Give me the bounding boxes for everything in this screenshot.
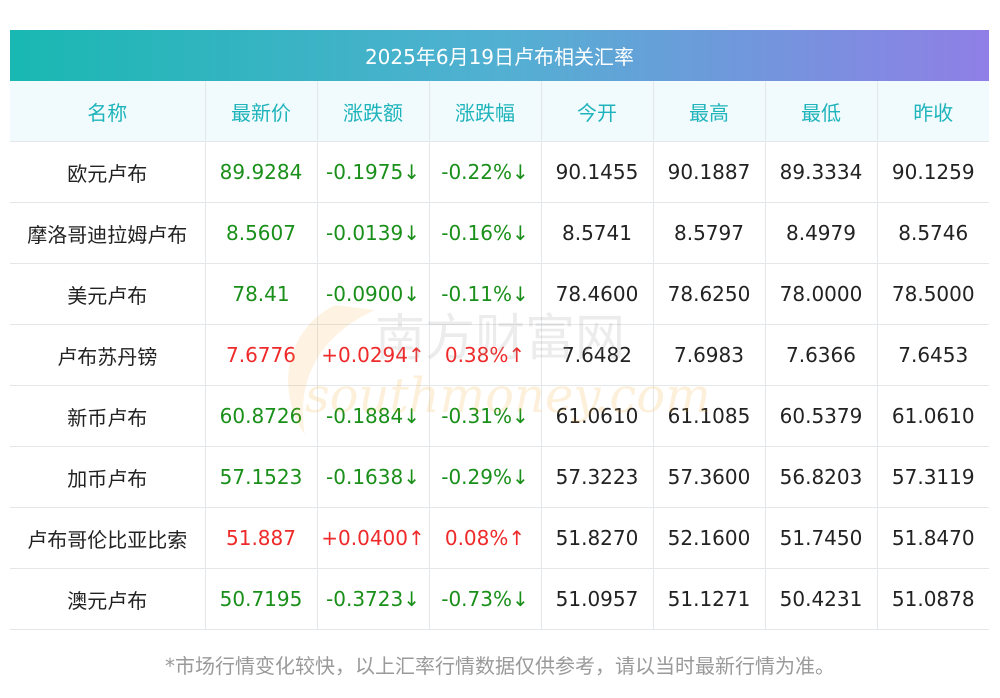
cell-change: -0.0900↓ xyxy=(317,263,430,325)
header-change: 涨跌额 xyxy=(317,81,430,142)
header-prev-close: 昨收 xyxy=(877,81,989,142)
table-row: 澳元卢布 50.7195 -0.3723↓ -0.73%↓ 51.0957 51… xyxy=(10,568,989,630)
table-header-row: 名称 最新价 涨跌额 涨跌幅 今开 最高 最低 昨收 xyxy=(10,81,989,142)
header-change-pct: 涨跌幅 xyxy=(429,81,542,142)
table-row: 新币卢布 60.8726 -0.1884↓ -0.31%↓ 61.0610 61… xyxy=(10,385,989,447)
cell-latest: 57.1523 xyxy=(205,446,318,508)
cell-open: 51.8270 xyxy=(541,507,654,569)
cell-change: -0.1884↓ xyxy=(317,385,430,447)
table-title: 2025年6月19日卢布相关汇率 xyxy=(10,30,989,81)
cell-low: 51.7450 xyxy=(765,507,878,569)
cell-latest: 78.41 xyxy=(205,263,318,325)
table-row: 摩洛哥迪拉姆卢布 8.5607 -0.0139↓ -0.16%↓ 8.5741 … xyxy=(10,202,989,264)
cell-prev-close: 51.8470 xyxy=(877,507,989,569)
cell-low: 50.4231 xyxy=(765,568,878,630)
cell-change: -0.0139↓ xyxy=(317,202,430,264)
cell-latest: 60.8726 xyxy=(205,385,318,447)
cell-high: 61.1085 xyxy=(653,385,766,447)
cell-low: 78.0000 xyxy=(765,263,878,325)
header-name: 名称 xyxy=(10,81,206,142)
cell-change-pct: -0.29%↓ xyxy=(429,446,542,508)
cell-name: 新币卢布 xyxy=(10,385,206,447)
cell-prev-close: 61.0610 xyxy=(877,385,989,447)
cell-change: +0.0294↑ xyxy=(317,324,430,386)
cell-name: 卢布苏丹镑 xyxy=(10,324,206,386)
cell-change-pct: -0.11%↓ xyxy=(429,263,542,325)
table-row: 欧元卢布 89.9284 -0.1975↓ -0.22%↓ 90.1455 90… xyxy=(10,141,989,203)
cell-latest: 51.887 xyxy=(205,507,318,569)
header-low: 最低 xyxy=(765,81,878,142)
cell-low: 56.8203 xyxy=(765,446,878,508)
cell-change-pct: -0.73%↓ xyxy=(429,568,542,630)
cell-low: 60.5379 xyxy=(765,385,878,447)
cell-name: 加币卢布 xyxy=(10,446,206,508)
cell-latest: 89.9284 xyxy=(205,141,318,203)
cell-high: 8.5797 xyxy=(653,202,766,264)
exchange-rate-table: 名称 最新价 涨跌额 涨跌幅 今开 最高 最低 昨收 欧元卢布 89.9284 … xyxy=(10,81,989,630)
table-row: 卢布哥伦比亚比索 51.887 +0.0400↑ 0.08%↑ 51.8270 … xyxy=(10,507,989,569)
cell-low: 7.6366 xyxy=(765,324,878,386)
cell-change-pct: -0.31%↓ xyxy=(429,385,542,447)
cell-low: 8.4979 xyxy=(765,202,878,264)
cell-latest: 7.6776 xyxy=(205,324,318,386)
cell-latest: 8.5607 xyxy=(205,202,318,264)
cell-prev-close: 90.1259 xyxy=(877,141,989,203)
cell-latest: 50.7195 xyxy=(205,568,318,630)
cell-open: 61.0610 xyxy=(541,385,654,447)
cell-name: 澳元卢布 xyxy=(10,568,206,630)
cell-name: 摩洛哥迪拉姆卢布 xyxy=(10,202,206,264)
cell-open: 51.0957 xyxy=(541,568,654,630)
cell-change: -0.3723↓ xyxy=(317,568,430,630)
cell-change: -0.1975↓ xyxy=(317,141,430,203)
rate-table-container: 2025年6月19日卢布相关汇率 名称 最新价 涨跌额 涨跌幅 今开 最高 最低… xyxy=(10,30,989,630)
cell-name: 卢布哥伦比亚比索 xyxy=(10,507,206,569)
header-high: 最高 xyxy=(653,81,766,142)
cell-change-pct: 0.08%↑ xyxy=(429,507,542,569)
cell-low: 89.3334 xyxy=(765,141,878,203)
cell-change-pct: -0.16%↓ xyxy=(429,202,542,264)
cell-prev-close: 57.3119 xyxy=(877,446,989,508)
cell-prev-close: 78.5000 xyxy=(877,263,989,325)
cell-name: 美元卢布 xyxy=(10,263,206,325)
cell-open: 57.3223 xyxy=(541,446,654,508)
cell-change: +0.0400↑ xyxy=(317,507,430,569)
cell-high: 52.1600 xyxy=(653,507,766,569)
cell-name: 欧元卢布 xyxy=(10,141,206,203)
cell-high: 57.3600 xyxy=(653,446,766,508)
header-open: 今开 xyxy=(541,81,654,142)
cell-high: 7.6983 xyxy=(653,324,766,386)
cell-high: 90.1887 xyxy=(653,141,766,203)
cell-prev-close: 51.0878 xyxy=(877,568,989,630)
cell-change-pct: -0.22%↓ xyxy=(429,141,542,203)
table-row: 美元卢布 78.41 -0.0900↓ -0.11%↓ 78.4600 78.6… xyxy=(10,263,989,325)
cell-change: -0.1638↓ xyxy=(317,446,430,508)
cell-high: 78.6250 xyxy=(653,263,766,325)
table-row: 卢布苏丹镑 7.6776 +0.0294↑ 0.38%↑ 7.6482 7.69… xyxy=(10,324,989,386)
disclaimer-footnote: *市场行情变化较快，以上汇率行情数据仅供参考，请以当时最新行情为准。 xyxy=(165,654,835,678)
cell-change-pct: 0.38%↑ xyxy=(429,324,542,386)
cell-prev-close: 7.6453 xyxy=(877,324,989,386)
cell-high: 51.1271 xyxy=(653,568,766,630)
header-latest: 最新价 xyxy=(205,81,318,142)
cell-prev-close: 8.5746 xyxy=(877,202,989,264)
table-title-text: 2025年6月19日卢布相关汇率 xyxy=(364,45,635,69)
cell-open: 7.6482 xyxy=(541,324,654,386)
table-row: 加币卢布 57.1523 -0.1638↓ -0.29%↓ 57.3223 57… xyxy=(10,446,989,508)
cell-open: 8.5741 xyxy=(541,202,654,264)
cell-open: 90.1455 xyxy=(541,141,654,203)
cell-open: 78.4600 xyxy=(541,263,654,325)
